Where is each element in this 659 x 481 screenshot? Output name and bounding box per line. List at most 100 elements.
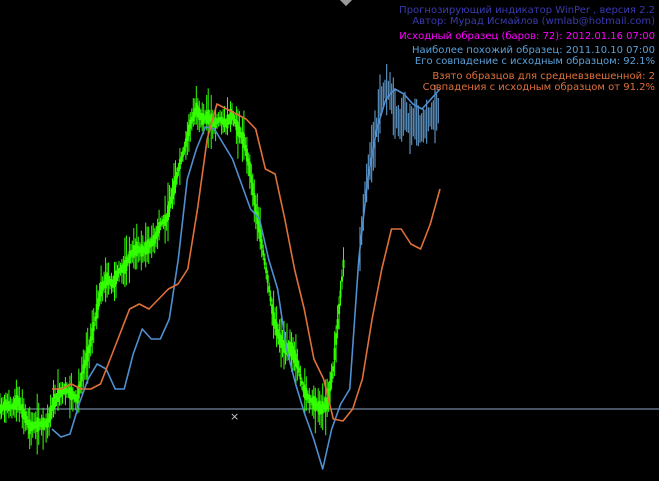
candle-body [222,118,225,125]
candle-body [248,161,251,177]
candle-body [289,341,291,357]
weighted-info: Взято образцов для средневзвешенной: 2 С… [423,71,655,93]
candle-body [30,421,33,432]
candle-body [15,395,18,410]
weighted-line [52,103,441,422]
candle-body [34,421,37,429]
candle-body [141,245,144,257]
candle-body [61,387,64,395]
candle-body [294,353,297,367]
candle-body [323,403,326,409]
candle-body [330,372,333,383]
candle-body [262,249,265,256]
candle-body [299,373,302,380]
candle-body [338,303,341,315]
candle-body [251,182,254,196]
candle-body [254,203,257,215]
candle-body [92,322,95,331]
candle-body [135,241,138,257]
candle-body [107,276,110,285]
most-similar-match: Его совпадение с исходным образцом: 92.1… [414,56,655,67]
candle-body [82,364,85,374]
candle-body [260,239,263,249]
candle-body [25,416,28,425]
candle-body [210,113,213,128]
candle-body [195,102,198,116]
candle-body [161,220,164,225]
candle-body [54,393,56,407]
candle-body [18,398,21,411]
candle-body [176,171,178,179]
candle-body [165,216,168,222]
candle-body [329,380,332,392]
candle-body [79,381,82,387]
candle-body [257,220,260,233]
candle-body [216,119,219,124]
weighted-match-label: Совпадения с исходным образцом от 91.2% [422,82,655,93]
candle-body [68,386,71,399]
candle-body [91,327,94,341]
candle-body [94,316,97,322]
candle-body [342,259,345,269]
candle-body [225,121,227,127]
candle-body [181,151,184,157]
candle-body [62,387,65,393]
candle-body [40,420,43,428]
candle-body [253,193,256,205]
candle-body [113,274,116,287]
candle-body [110,279,113,287]
candle-body [326,397,329,409]
candle-body [315,402,318,408]
candle-body [238,126,241,138]
candle-body [239,132,242,138]
candle-body [73,394,76,399]
candle-body [43,421,46,426]
candle-body [214,117,217,128]
candle-body [223,118,226,127]
candle-body [274,319,277,329]
candle-body [170,196,172,204]
candle-body [122,263,125,273]
candle-body [226,114,229,129]
candle-body [332,366,335,372]
candle-body [118,268,120,274]
candle-body [318,400,321,415]
candle-body [229,109,232,124]
indicator-title: Прогнозирующий индикатор WinPer , версия… [399,5,655,16]
candle-body [138,247,141,253]
candle-body [67,389,70,394]
candle-body [98,291,101,302]
candle-body [193,108,196,118]
candle-body [236,121,239,137]
candle-body [266,275,269,283]
candle-body [27,419,30,428]
candle-body [65,387,68,393]
candle-body [129,250,132,258]
indicator-author: Автор: Мурад Исмайлов (wmlab@hotmail.com… [412,16,655,27]
candle-body [278,333,281,345]
candle-body [95,304,98,319]
candle-body [24,411,27,423]
candle-body [213,121,216,127]
candle-body [308,394,311,404]
candle-body [140,244,143,257]
candle-body [245,148,248,162]
candle-body [16,396,19,406]
candle-body [76,394,79,404]
candle-body [178,159,181,169]
candle-body [177,166,180,172]
candle-body [28,419,31,435]
candle-body [149,240,152,248]
candle-body [22,408,25,420]
candle-body [309,398,312,403]
candle-body [12,402,15,409]
candle-body [156,226,159,237]
candle-body [320,404,323,414]
candle-body [104,274,107,289]
candle-body [268,286,271,292]
candle-body [3,401,6,411]
candles-layer [0,86,345,455]
candle-body [45,418,48,428]
cross-marker-icon: × [230,410,240,423]
